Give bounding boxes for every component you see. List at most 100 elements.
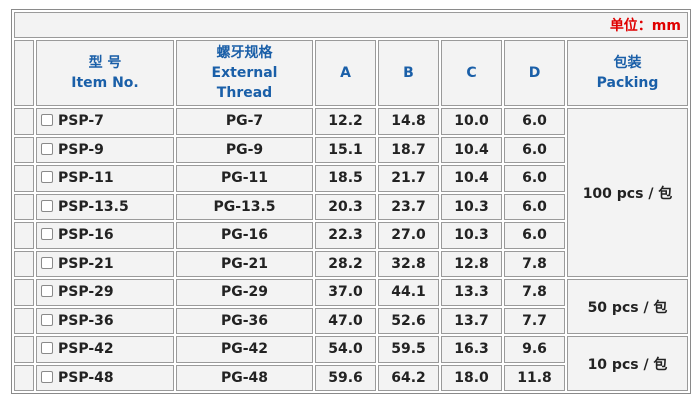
table-row: PSP-11 PG-11 18.5 21.7 10.4 6.0 bbox=[14, 165, 688, 192]
row-spacer bbox=[14, 136, 34, 163]
header-line: D bbox=[528, 65, 541, 81]
item-text: PSP-36 bbox=[58, 312, 114, 329]
dim-b-text: 32.8 bbox=[391, 255, 426, 272]
dim-d-text: 7.8 bbox=[522, 255, 547, 272]
checkbox[interactable] bbox=[41, 171, 53, 184]
row-spacer bbox=[14, 222, 34, 249]
header-line: Thread bbox=[216, 85, 273, 101]
header-line: B bbox=[403, 65, 414, 81]
checkbox[interactable] bbox=[41, 313, 53, 326]
dim-c-text: 18.0 bbox=[454, 369, 489, 386]
item-text: PSP-21 bbox=[58, 255, 114, 272]
column-header: C bbox=[441, 40, 502, 106]
dim-b-text: 23.7 bbox=[391, 198, 426, 215]
dim-d-text: 7.8 bbox=[522, 284, 547, 301]
row-spacer bbox=[14, 307, 34, 334]
thread-cell: PG-48 bbox=[176, 364, 313, 391]
dim-a-cell: 22.3 bbox=[315, 222, 376, 249]
item-text: PSP-16 bbox=[58, 227, 114, 244]
item-text: PSP-13.5 bbox=[58, 198, 129, 215]
dim-a-text: 47.0 bbox=[328, 312, 363, 329]
dim-a-text: 59.6 bbox=[328, 369, 363, 386]
table-row: PSP-16 PG-16 22.3 27.0 10.3 6.0 bbox=[14, 222, 688, 249]
checkbox[interactable] bbox=[41, 114, 53, 127]
thread-text: PG-16 bbox=[220, 227, 269, 244]
row-spacer bbox=[14, 108, 34, 135]
thread-cell: PG-9 bbox=[176, 136, 313, 163]
checkbox[interactable] bbox=[41, 199, 53, 212]
dim-d-cell: 7.8 bbox=[504, 250, 565, 277]
dim-c-text: 10.0 bbox=[454, 113, 489, 130]
dim-a-text: 20.3 bbox=[328, 198, 363, 215]
dim-c-cell: 10.3 bbox=[441, 193, 502, 220]
dim-b-text: 21.7 bbox=[391, 170, 426, 187]
checkbox[interactable] bbox=[41, 142, 53, 155]
dim-d-cell: 9.6 bbox=[504, 336, 565, 363]
dim-a-text: 37.0 bbox=[328, 284, 363, 301]
dim-b-text: 44.1 bbox=[391, 284, 426, 301]
dim-d-cell: 11.8 bbox=[504, 364, 565, 391]
table-row: PSP-48 PG-48 59.6 64.2 18.0 11.8 bbox=[14, 364, 688, 391]
dim-a-text: 28.2 bbox=[328, 255, 363, 272]
column-header: A bbox=[315, 40, 376, 106]
dim-b-cell: 21.7 bbox=[378, 165, 439, 192]
dim-c-cell: 10.4 bbox=[441, 165, 502, 192]
dim-b-text: 64.2 bbox=[391, 369, 426, 386]
item-text: PSP-9 bbox=[58, 141, 104, 158]
dim-a-cell: 15.1 bbox=[315, 136, 376, 163]
table-row: PSP-21 PG-21 28.2 32.8 12.8 7.8 bbox=[14, 250, 688, 277]
thread-text: PG-48 bbox=[220, 369, 269, 386]
thread-text: PG-29 bbox=[220, 284, 269, 301]
item-text: PSP-42 bbox=[58, 341, 114, 358]
checkbox[interactable] bbox=[41, 256, 53, 269]
thread-text: PG-21 bbox=[220, 255, 269, 272]
header-line: C bbox=[466, 65, 477, 81]
dim-c-text: 10.4 bbox=[454, 170, 489, 187]
item-text: PSP-29 bbox=[58, 284, 114, 301]
dim-c-text: 10.3 bbox=[454, 227, 489, 244]
header-line: 包装 bbox=[613, 55, 642, 71]
dim-b-cell: 32.8 bbox=[378, 250, 439, 277]
dim-c-text: 10.3 bbox=[454, 198, 489, 215]
checkbox[interactable] bbox=[41, 370, 53, 383]
dim-a-cell: 20.3 bbox=[315, 193, 376, 220]
item-cell: PSP-7 bbox=[36, 108, 174, 135]
column-header: B bbox=[378, 40, 439, 106]
packing-cell: 100 pcs / 包 bbox=[567, 108, 688, 277]
row-spacer bbox=[14, 165, 34, 192]
checkbox[interactable] bbox=[41, 342, 53, 355]
thread-cell: PG-13.5 bbox=[176, 193, 313, 220]
dim-a-cell: 47.0 bbox=[315, 307, 376, 334]
row-spacer bbox=[14, 364, 34, 391]
table-row: PSP-7 PG-7 12.2 14.8 10.0 6.0 100 pcs / 包 bbox=[14, 108, 688, 277]
dim-d-text: 6.0 bbox=[522, 170, 547, 187]
thread-cell: PG-16 bbox=[176, 222, 313, 249]
item-cell: PSP-9 bbox=[36, 136, 174, 163]
row-spacer bbox=[14, 279, 34, 306]
thread-text: PG-9 bbox=[225, 141, 264, 158]
column-header: 螺牙规格 External Thread bbox=[176, 40, 313, 106]
dim-b-text: 27.0 bbox=[391, 227, 426, 244]
dim-a-cell: 28.2 bbox=[315, 250, 376, 277]
dim-b-cell: 14.8 bbox=[378, 108, 439, 135]
checkbox[interactable] bbox=[41, 228, 53, 241]
dim-d-text: 6.0 bbox=[522, 227, 547, 244]
item-text: PSP-11 bbox=[58, 170, 114, 187]
checkbox[interactable] bbox=[41, 285, 53, 298]
dim-b-text: 18.7 bbox=[391, 141, 426, 158]
dim-d-text: 6.0 bbox=[522, 113, 547, 130]
item-text: PSP-48 bbox=[58, 369, 114, 386]
dim-d-cell: 7.7 bbox=[504, 307, 565, 334]
dim-c-cell: 13.7 bbox=[441, 307, 502, 334]
dim-d-text: 6.0 bbox=[522, 198, 547, 215]
dim-b-cell: 64.2 bbox=[378, 364, 439, 391]
dim-b-text: 52.6 bbox=[391, 312, 426, 329]
header-line: 型 号 bbox=[88, 55, 122, 71]
dim-c-cell: 12.8 bbox=[441, 250, 502, 277]
thread-cell: PG-36 bbox=[176, 307, 313, 334]
dim-d-cell: 7.8 bbox=[504, 279, 565, 306]
dim-d-text: 11.8 bbox=[517, 369, 552, 386]
dim-d-cell: 6.0 bbox=[504, 222, 565, 249]
column-header: D bbox=[504, 40, 565, 106]
